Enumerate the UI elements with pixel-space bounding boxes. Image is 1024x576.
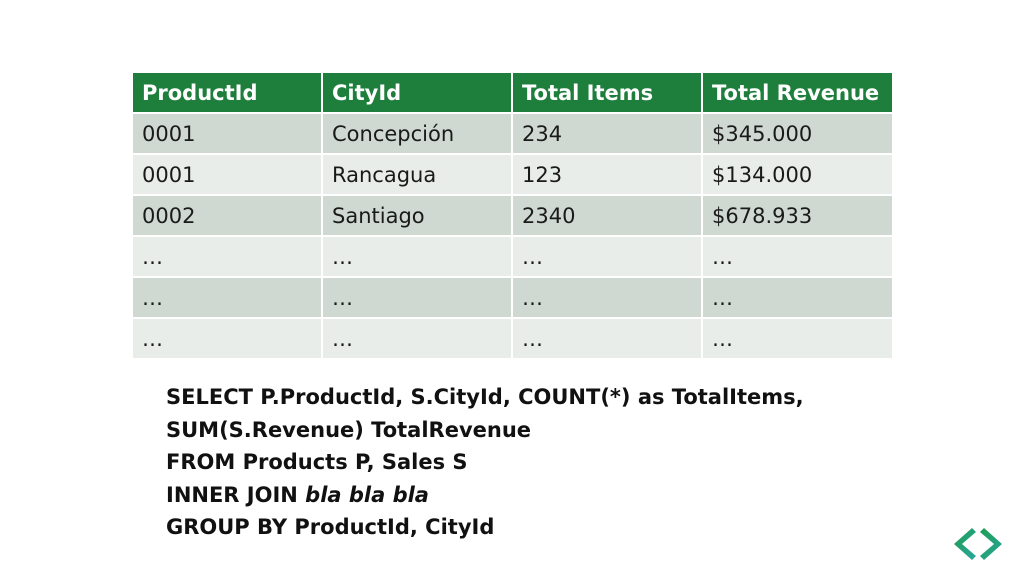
column-header-productid: ProductId (131, 71, 323, 114)
sql-line-sum: SUM(S.Revenue) TotalRevenue (166, 417, 532, 442)
table-cell: … (321, 235, 513, 278)
column-header-cityid: CityId (321, 71, 513, 114)
table-cell: … (511, 235, 703, 278)
sql-line-join: INNER JOIN bla bla bla (166, 479, 926, 512)
sql-join-keyword: INNER JOIN (166, 482, 306, 507)
column-header-total-revenue: Total Revenue (701, 71, 894, 114)
table-cell: $678.933 (701, 194, 894, 237)
table-row: … … … … (131, 235, 894, 278)
table-cell: 234 (511, 112, 703, 155)
table-row: … … … … (131, 317, 894, 360)
table-row: 0001 Rancagua 123 $134.000 (131, 153, 894, 196)
sql-line-group-by: GROUP BY ProductId, CityId (166, 515, 495, 539)
sql-line-select: SELECT P.ProductId, S.CityId, COUNT(*) a… (166, 385, 804, 409)
table-cell: … (321, 317, 513, 360)
table-header-row: ProductId CityId Total Items Total Reven… (131, 71, 894, 114)
table-cell: 2340 (511, 194, 703, 237)
sql-query: SELECT P.ProductId, S.CityId, COUNT(*) a… (166, 381, 926, 544)
table-cell: 123 (511, 153, 703, 196)
table-cell: 0001 (131, 112, 323, 155)
table-cell: Santiago (321, 194, 513, 237)
table-cell: 0001 (131, 153, 323, 196)
column-header-total-items: Total Items (511, 71, 703, 114)
sql-join-placeholder: bla bla bla (305, 482, 429, 507)
table-cell: … (511, 276, 703, 319)
table-cell: … (701, 235, 894, 278)
table-cell: … (131, 235, 323, 278)
table-cell: … (701, 317, 894, 360)
table-row: … … … … (131, 276, 894, 319)
table-cell: … (321, 276, 513, 319)
results-table: ProductId CityId Total Items Total Reven… (131, 71, 894, 360)
table-cell: $134.000 (701, 153, 894, 196)
table-cell: … (131, 276, 323, 319)
table-cell: … (701, 276, 894, 319)
table-row: 0001 Concepción 234 $345.000 (131, 112, 894, 155)
table-cell: 0002 (131, 194, 323, 237)
table-cell: … (511, 317, 703, 360)
table-cell: Rancagua (321, 153, 513, 196)
table-cell: Concepción (321, 112, 513, 155)
table-cell: … (131, 317, 323, 360)
angle-brackets-logo-icon (948, 524, 1012, 564)
table-cell: $345.000 (701, 112, 894, 155)
table-row: 0002 Santiago 2340 $678.933 (131, 194, 894, 237)
sql-line-from: FROM Products P, Sales S (166, 450, 468, 474)
